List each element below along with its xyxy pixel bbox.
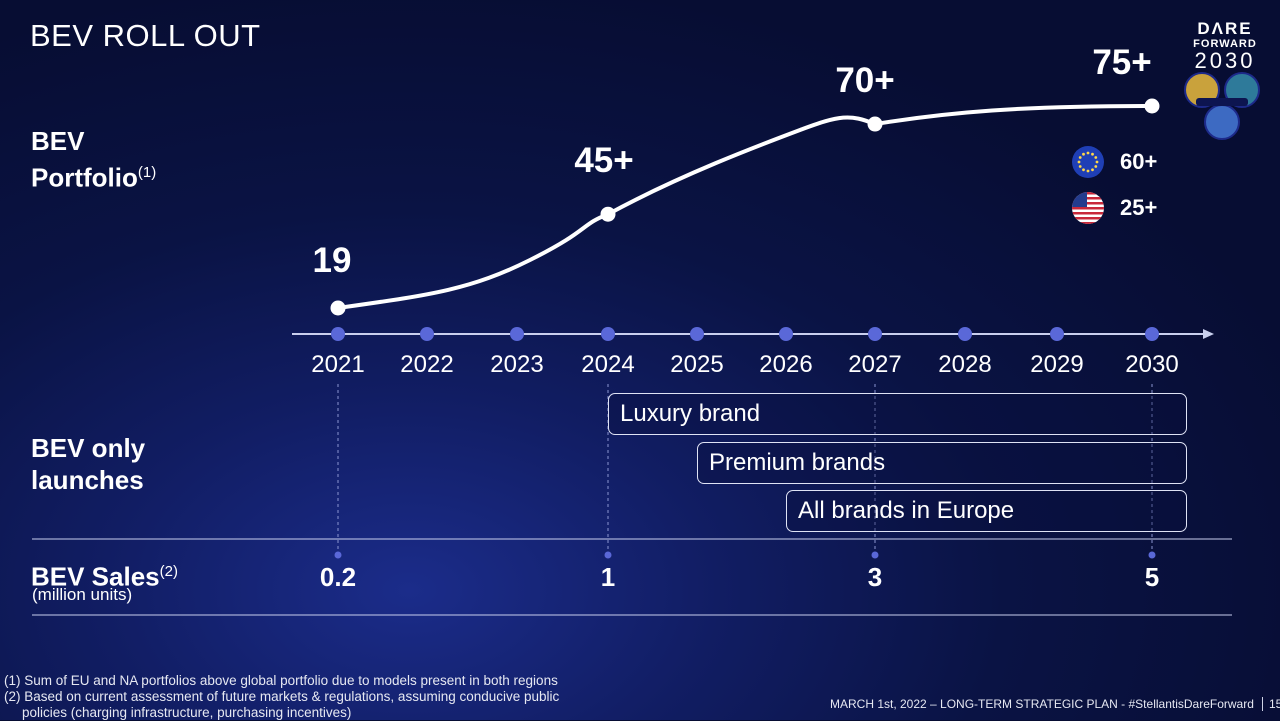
- timeline-dots: [331, 327, 1159, 341]
- portfolio-curve: [336, 104, 1154, 310]
- eu-flag-icon: [1072, 146, 1104, 178]
- launches-label-line2: launches: [31, 465, 144, 495]
- launch-box-all-brands-europe: All brands in Europe: [786, 490, 1187, 532]
- year-tick-label: 2021: [311, 351, 364, 378]
- logo-line-1: DΛRE: [1197, 19, 1253, 38]
- bev-sales-label: BEV Sales(2): [31, 556, 178, 593]
- year-tick-label: 2022: [400, 351, 453, 378]
- footnote-2-cont: policies (charging infrastructure, purch…: [22, 705, 352, 720]
- eu-portfolio-value: 60+: [1120, 149, 1158, 174]
- sales-value: 5: [1144, 562, 1160, 592]
- portfolio-data-label: 75+: [1092, 43, 1151, 82]
- timeline-dot: [868, 327, 882, 341]
- sales-unit-label: (million units): [32, 585, 133, 604]
- year-tick-label: 2028: [938, 351, 991, 378]
- sales-marker-dot: [1148, 551, 1156, 559]
- portfolio-label-line1: BEV: [31, 126, 85, 156]
- sales-footnote-ref: (2): [159, 563, 178, 580]
- sales-marker-dot: [871, 551, 879, 559]
- logo-badges: [1184, 72, 1260, 140]
- year-tick-label: 2030: [1125, 351, 1178, 378]
- portfolio-data-label: 45+: [574, 141, 633, 180]
- portfolio-data-label: 70+: [835, 61, 894, 100]
- timeline-dot: [420, 327, 434, 341]
- timeline-arrow-icon: [1203, 329, 1214, 339]
- foundation-bar: [1196, 98, 1248, 106]
- sales-value: 1: [600, 562, 616, 592]
- us-flag-icon: [1072, 192, 1104, 224]
- us-portfolio-value: 25+: [1120, 195, 1158, 220]
- year-tick-label: 2026: [759, 351, 812, 378]
- portfolio-point: [330, 300, 346, 316]
- portfolio-point: [600, 206, 616, 222]
- portfolio-data-label: 19: [313, 241, 352, 280]
- launch-box-luxury: Luxury brand: [608, 393, 1187, 435]
- footnote-2: (2) Based on current assessment of futur…: [4, 689, 560, 704]
- footer-text: MARCH 1st, 2022 – LONG-TERM STRATEGIC PL…: [830, 697, 1254, 711]
- dare-forward-logo: DΛRE FORWARD 2030: [1184, 19, 1264, 149]
- year-tick-label: 2029: [1030, 351, 1083, 378]
- launch-box-premium: Premium brands: [697, 442, 1187, 484]
- portfolio-footnote-ref: (1): [137, 164, 157, 181]
- year-labels: 2021 2022 2023 2024 2025 2026 2027 2028 2029 2030: [311, 351, 1178, 378]
- timeline-dot: [1050, 327, 1064, 341]
- portfolio-point: [1144, 98, 1160, 114]
- timeline-dot: [510, 327, 524, 341]
- us-portfolio-row: 25+: [1072, 191, 1192, 225]
- year-tick-label: 2027: [848, 351, 901, 378]
- portfolio-labels: 19 45+ 70+ 75+: [313, 43, 1152, 280]
- sales-marker-dot: [604, 551, 612, 559]
- year-tick-label: 2024: [581, 351, 634, 378]
- sales-value: 3: [867, 562, 883, 592]
- launches-label-line1: BEV only: [31, 433, 146, 463]
- footnote-1: (1) Sum of EU and NA portfolios above gl…: [4, 673, 558, 688]
- eu-portfolio-row: 60+: [1072, 145, 1192, 179]
- page-number: 15: [1262, 697, 1280, 711]
- logo-line-2: FORWARD: [1193, 38, 1257, 50]
- sales-label-text: BEV Sales: [31, 561, 160, 592]
- year-guides: [334, 384, 1156, 559]
- sales-marker-dot: [334, 551, 342, 559]
- timeline-dot: [1145, 327, 1159, 341]
- slide-title: BEV ROLL OUT: [30, 18, 261, 53]
- bev-portfolio-label: BEV Portfolio(1): [31, 125, 156, 194]
- portfolio-label-line2: Portfolio: [31, 162, 138, 193]
- portfolio-points: [330, 98, 1160, 316]
- portfolio-point: [867, 116, 883, 132]
- timeline-dot: [779, 327, 793, 341]
- timeline-dot: [958, 327, 972, 341]
- timeline-dot: [331, 327, 345, 341]
- sales-value: 0.2: [319, 562, 357, 592]
- bev-launches-label: BEV only launches: [31, 432, 145, 496]
- logo-line-3: 2030: [1194, 48, 1256, 73]
- timeline-dot: [690, 327, 704, 341]
- year-tick-label: 2023: [490, 351, 543, 378]
- timeline-dot: [601, 327, 615, 341]
- year-tick-label: 2025: [670, 351, 723, 378]
